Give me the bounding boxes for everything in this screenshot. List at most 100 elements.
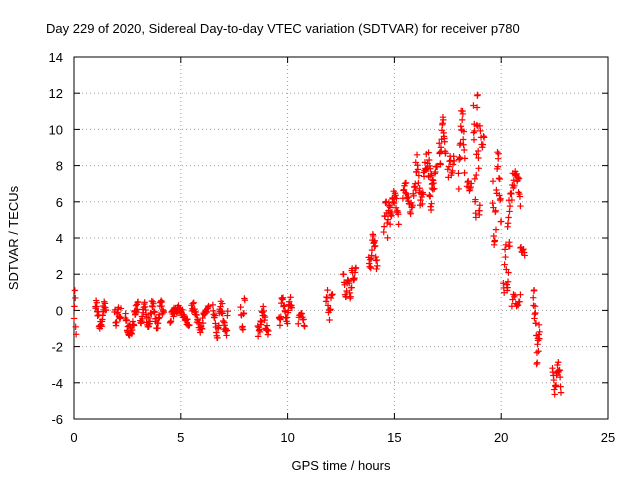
y-tick-label: 8 <box>56 159 63 174</box>
data-point <box>395 211 402 218</box>
data-point <box>532 320 540 327</box>
data-point <box>367 265 375 272</box>
data-point <box>515 175 523 182</box>
x-tick-label: 25 <box>601 430 615 445</box>
data-point <box>258 318 265 326</box>
data-point <box>386 221 394 228</box>
data-point <box>474 91 481 99</box>
data-point <box>508 190 515 197</box>
data-point <box>327 306 334 313</box>
data-point <box>220 317 227 325</box>
x-tick-label: 10 <box>280 430 294 445</box>
data-point <box>430 179 437 187</box>
data-point <box>284 320 291 327</box>
data-point <box>72 294 79 302</box>
data-point <box>474 147 482 155</box>
data-point <box>199 319 207 327</box>
data-point <box>219 300 226 307</box>
data-point <box>281 302 288 309</box>
data-point <box>475 154 482 162</box>
data-point <box>479 141 487 148</box>
data-point <box>371 243 378 250</box>
data-point <box>352 264 360 271</box>
data-point <box>380 223 388 230</box>
data-point <box>373 256 381 264</box>
data-point <box>455 170 462 177</box>
data-point <box>372 242 379 250</box>
data-point <box>256 328 264 336</box>
grid <box>74 57 608 419</box>
data-point <box>532 309 539 317</box>
data-point <box>417 196 424 204</box>
data-point <box>451 157 458 165</box>
data-point <box>130 322 138 329</box>
data-point <box>492 226 500 233</box>
data-point <box>467 183 474 191</box>
data-point <box>428 200 435 207</box>
y-tick-label: 2 <box>56 267 63 282</box>
data-point <box>496 175 503 183</box>
data-point <box>533 349 541 356</box>
data-point <box>505 269 512 276</box>
data-point <box>514 174 522 181</box>
data-point <box>276 322 284 329</box>
x-axis-label: GPS time / hours <box>292 458 391 473</box>
data-point <box>380 228 387 236</box>
data-point <box>189 300 197 307</box>
data-point <box>93 299 101 306</box>
data-point <box>455 185 463 193</box>
data-point <box>517 291 524 298</box>
data-point <box>215 322 223 329</box>
data-point <box>402 189 409 196</box>
data-point <box>501 246 509 253</box>
data-point <box>223 327 231 334</box>
chart-title: Day 229 of 2020, Sidereal Day-to-day VTE… <box>46 21 520 36</box>
data-point <box>513 170 520 177</box>
data-point <box>283 314 291 321</box>
data-point <box>471 175 479 183</box>
x-tick-label: 5 <box>177 430 184 445</box>
data-point <box>449 161 457 168</box>
data-point <box>437 161 444 168</box>
data-point <box>133 309 140 316</box>
data-point <box>502 253 509 261</box>
data-point <box>470 102 477 109</box>
data-point <box>134 306 141 313</box>
data-point <box>511 182 518 190</box>
y-tick-label: 4 <box>56 231 63 246</box>
x-tick-label: 20 <box>494 430 508 445</box>
data-point <box>449 167 456 175</box>
data-point <box>517 202 524 210</box>
data-point <box>419 200 426 208</box>
data-point <box>436 140 443 147</box>
data-point <box>254 333 262 340</box>
data-point <box>151 308 158 316</box>
data-point <box>71 287 79 294</box>
data-point <box>99 312 106 319</box>
data-point <box>122 310 129 317</box>
data-point <box>457 123 465 130</box>
data-point <box>530 294 537 301</box>
y-tick-label: -4 <box>51 376 63 391</box>
data-point <box>383 219 391 227</box>
data-point <box>209 301 217 309</box>
data-point <box>395 221 402 228</box>
x-tick-label: 0 <box>70 430 77 445</box>
data-point <box>402 179 410 187</box>
y-axis-label: SDTVAR / TECUs <box>6 185 21 290</box>
data-point <box>413 151 421 158</box>
data-point <box>160 309 167 316</box>
data-point <box>214 334 221 342</box>
data-point <box>520 249 528 256</box>
data-point <box>420 191 427 198</box>
data-point <box>300 316 307 323</box>
data-point <box>472 214 480 221</box>
data-point <box>156 314 163 321</box>
data-point <box>117 305 125 312</box>
data-point <box>497 195 504 202</box>
data-point <box>254 322 261 330</box>
data-point <box>495 175 503 182</box>
data-point <box>186 321 193 329</box>
data-point <box>441 138 448 145</box>
data-point <box>557 389 565 396</box>
